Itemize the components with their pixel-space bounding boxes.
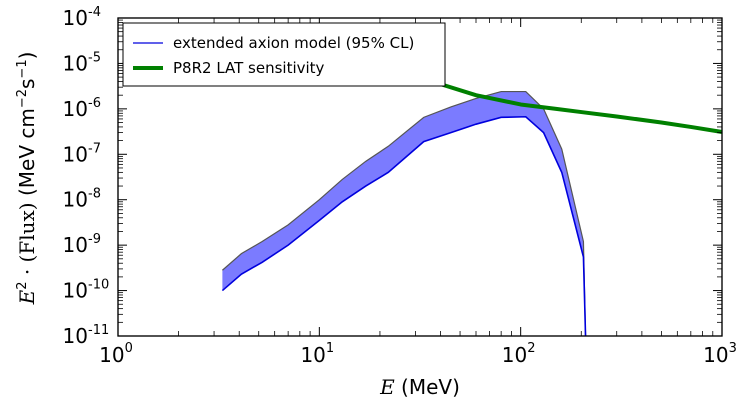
y-tick-label-exp: -5 (88, 50, 101, 65)
svg-text:E (MeV): E (MeV) (379, 375, 460, 399)
x-tick-label-exp: 0 (125, 341, 133, 356)
y-tick-label: 10 (63, 51, 88, 75)
y-tick-label-exp: -6 (88, 96, 101, 111)
axion-band-upper-edge (221, 90, 587, 337)
y-axis-title-sup3: −1 (15, 59, 30, 78)
axion-band-lower-edge (221, 115, 587, 337)
y-axis-title-text: (MeV cm (15, 108, 39, 196)
y-tick-label-exp: -7 (88, 141, 101, 156)
y-tick-label: 10 (63, 142, 88, 166)
x-axis-title-math: E (379, 375, 395, 399)
x-tick-label-exp: 1 (326, 341, 334, 356)
x-tick-label: 103 (703, 341, 737, 367)
y-axis-title-math: E (15, 289, 39, 305)
y-tick-label: 10 (63, 233, 88, 257)
y-axis-title-mid: · (Flux) (15, 196, 39, 281)
y-axis-title: E2 · (Flux) (MeV cm−2s−1) (15, 52, 39, 306)
x-tick-label-base: 10 (300, 343, 325, 367)
legend-label-axion-band: extended axion model (95% CL) (173, 34, 414, 52)
y-tick-label-exp: -8 (88, 187, 101, 202)
y-axis-title-text2: s (15, 79, 39, 89)
y-tick-label-base: 10 (63, 51, 88, 75)
y-tick-label-base: 10 (63, 324, 88, 348)
y-tick-label: 10 (63, 97, 88, 121)
x-tick-label: 100 (99, 341, 133, 367)
svg-text:E2 · (Flux) (MeV cm−2s−1): E2 · (Flux) (MeV cm−2s−1) (15, 52, 39, 306)
y-tick-label: 10 (63, 6, 88, 30)
y-tick-label-base: 10 (63, 279, 88, 303)
x-axis-title-text: (MeV) (395, 375, 460, 399)
y-axis-title-text3: ) (15, 52, 39, 60)
y-tick-label-base: 10 (63, 6, 88, 30)
y-tick-label-exp: -11 (88, 323, 109, 338)
x-tick-label-base: 10 (502, 343, 527, 367)
x-tick-label-base: 10 (99, 343, 124, 367)
y-tick-label: 10 (63, 324, 88, 348)
y-tick-label-base: 10 (63, 97, 88, 121)
y-tick-label-exp: -9 (88, 232, 101, 247)
legend-box (122, 22, 446, 87)
series-layer (221, 82, 723, 337)
x-tick-label: 101 (300, 341, 334, 367)
x-axis-title: E (MeV) (379, 375, 460, 399)
legend: extended axion model (95% CL) P8R2 LAT s… (122, 22, 446, 87)
lat-sensitivity-line (439, 82, 723, 134)
plot-frame-top (117, 17, 723, 337)
y-axis-title-sup2: −2 (15, 89, 30, 108)
x-tick-label-base: 10 (703, 343, 728, 367)
y-tick-label-exp: -4 (88, 5, 101, 20)
legend-label-lat-sensitivity: P8R2 LAT sensitivity (173, 59, 325, 77)
y-tick-label: 10 (63, 188, 88, 212)
y-tick-label-base: 10 (63, 233, 88, 257)
x-tick-label: 102 (502, 341, 536, 367)
tick-layer: 100 101 102 10310-1110-1010-910-810-710-610… (63, 5, 737, 367)
y-tick-label: 10 (63, 279, 88, 303)
y-tick-label-base: 10 (63, 188, 88, 212)
y-axis-title-sup: 2 (15, 282, 30, 290)
x-tick-label-exp: 3 (729, 341, 737, 356)
y-tick-label-base: 10 (63, 142, 88, 166)
y-tick-label-exp: -10 (88, 278, 109, 293)
x-tick-label-exp: 2 (527, 341, 535, 356)
axion-band-fill (222, 91, 586, 336)
